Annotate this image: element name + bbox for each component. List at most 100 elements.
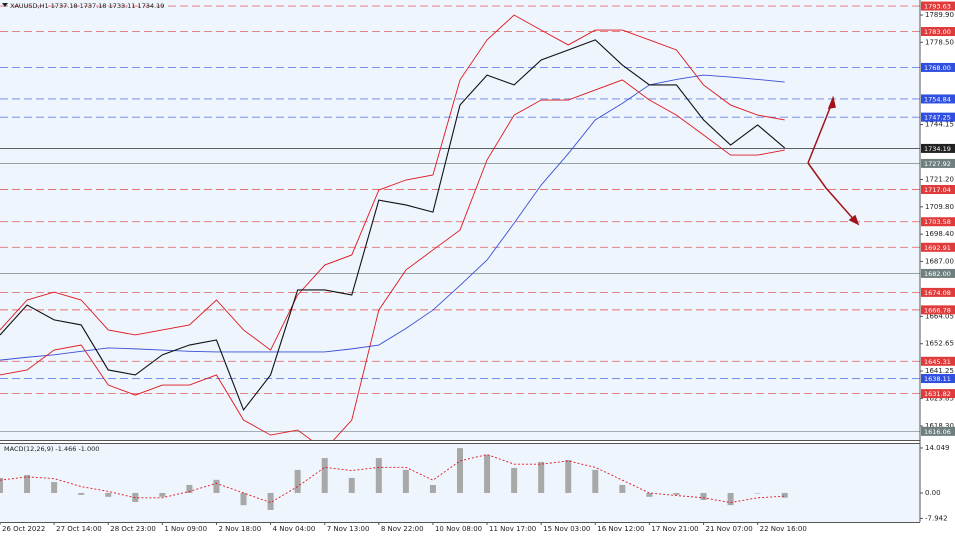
y-tick-label: 1789.90 — [925, 11, 954, 19]
macd-bar — [24, 475, 31, 493]
macd-bar — [240, 492, 247, 506]
symbol-info: XAUUSD,H1 1737.18 1737.18 1733.11 1734.1… — [10, 2, 164, 10]
down-arrow — [807, 162, 857, 223]
level-label-bg — [921, 94, 955, 104]
macd-bar — [538, 461, 545, 493]
x-tick-label: 1 Nov 09:00 — [164, 525, 207, 533]
level-label-bg — [921, 426, 955, 436]
level-label-bg — [921, 143, 955, 153]
level-label: 1631.82 — [924, 390, 951, 398]
y-tick-label: 1664.05 — [925, 312, 954, 320]
macd-bar — [402, 469, 409, 493]
y-tick-label: 1687.00 — [925, 257, 954, 265]
level-label: 1692.91 — [924, 244, 951, 252]
main-plot-bg — [0, 0, 920, 440]
y-tick-label: 1618.30 — [925, 422, 954, 430]
y-tick-label: 1652.65 — [925, 340, 954, 348]
x-tick-label: 17 Nov 21:00 — [651, 525, 698, 533]
macd-bar — [375, 458, 382, 493]
macd-bar — [186, 484, 193, 493]
y-tick-label: 1641.25 — [925, 367, 954, 375]
level-label-bg — [921, 158, 955, 168]
level-label: 1727.92 — [924, 160, 951, 168]
macd-bar — [565, 459, 572, 493]
y-tick-label: 0.00 — [925, 489, 941, 497]
forecast-arrows — [807, 95, 860, 226]
signal-line — [0, 454, 785, 504]
level-label: 1638.11 — [924, 375, 951, 383]
x-tick-label: 11 Nov 17:00 — [489, 525, 536, 533]
x-tick-label: 10 Nov 08:00 — [435, 525, 482, 533]
y-tick-label: 1709.80 — [925, 203, 954, 211]
level-label: 1734.19 — [924, 145, 951, 153]
macd-bar — [646, 492, 653, 497]
macd-bar — [727, 492, 734, 506]
main-plot — [0, 5, 920, 440]
level-label: 1754.84 — [924, 95, 951, 103]
level-label-bg — [921, 305, 955, 315]
level-label-bg — [921, 1, 955, 11]
arrow-head — [827, 95, 836, 109]
x-tick-label: 4 Nov 04:00 — [273, 525, 316, 533]
macd-bar — [673, 492, 680, 495]
macd-bar — [700, 492, 707, 501]
y-tick-label: 1744.15 — [925, 121, 954, 129]
macd-bar — [78, 492, 85, 495]
level-label-bg — [921, 217, 955, 227]
macd-bar — [348, 477, 355, 493]
x-tick-label: 22 Nov 16:00 — [760, 525, 807, 533]
x-tick-label: 15 Nov 03:00 — [543, 525, 590, 533]
level-label-bg — [921, 27, 955, 37]
macd-bar — [321, 458, 328, 493]
macd-bar — [294, 469, 301, 493]
x-tick-label: 21 Nov 07:00 — [706, 525, 753, 533]
macd-bar — [213, 479, 220, 493]
macd-bar — [105, 492, 112, 497]
level-label: 1783.00 — [924, 28, 951, 36]
level-label-bg — [921, 268, 955, 278]
level-label: 1703.58 — [924, 218, 951, 226]
level-label-bg — [921, 356, 955, 366]
level-label-bg — [921, 374, 955, 384]
y-tick-label: 1778.50 — [925, 38, 954, 46]
level-label-bg — [921, 184, 955, 194]
macd-bar — [0, 477, 3, 493]
x-tick-label: 28 Oct 23:00 — [110, 525, 156, 533]
macd-bar — [754, 492, 761, 494]
macd-bar — [781, 492, 788, 498]
y-tick-label: 1698.40 — [925, 230, 954, 238]
level-label: 1645.31 — [924, 358, 951, 366]
level-label: 1717.04 — [924, 186, 951, 194]
y-tick-label: 1721.20 — [925, 176, 954, 184]
x-tick-label: 2 Nov 18:00 — [218, 525, 261, 533]
price-line — [0, 39, 786, 412]
dropdown-icon[interactable] — [2, 3, 8, 7]
macd-bar — [51, 482, 58, 493]
price-line — [0, 79, 785, 440]
x-tick-label: 26 Oct 2022 — [2, 525, 45, 533]
macd-bar — [592, 469, 599, 493]
x-tick-label: 27 Oct 14:00 — [56, 525, 102, 533]
level-label-bg — [921, 242, 955, 252]
level-label-bg — [921, 112, 955, 122]
y-tick-label: 14.049 — [925, 444, 950, 452]
level-label-bg — [921, 62, 955, 72]
x-tick-label: 16 Nov 12:00 — [597, 525, 644, 533]
macd-bar — [159, 492, 166, 497]
macd-bar — [457, 448, 463, 493]
level-label: 1666.78 — [924, 306, 951, 314]
macd-bar — [429, 484, 436, 493]
x-tick-label: 7 Nov 13:00 — [327, 525, 370, 533]
macd-bar — [619, 484, 626, 493]
price-line — [0, 74, 785, 361]
macd-bar — [267, 492, 274, 510]
level-label-bg — [921, 389, 955, 399]
macd-plot — [0, 448, 788, 510]
level-label: 1682.00 — [924, 270, 951, 278]
macd-bar — [511, 467, 518, 493]
y-tick-label: -7.942 — [925, 514, 948, 522]
y-tick-label: 1629.85 — [925, 394, 954, 402]
